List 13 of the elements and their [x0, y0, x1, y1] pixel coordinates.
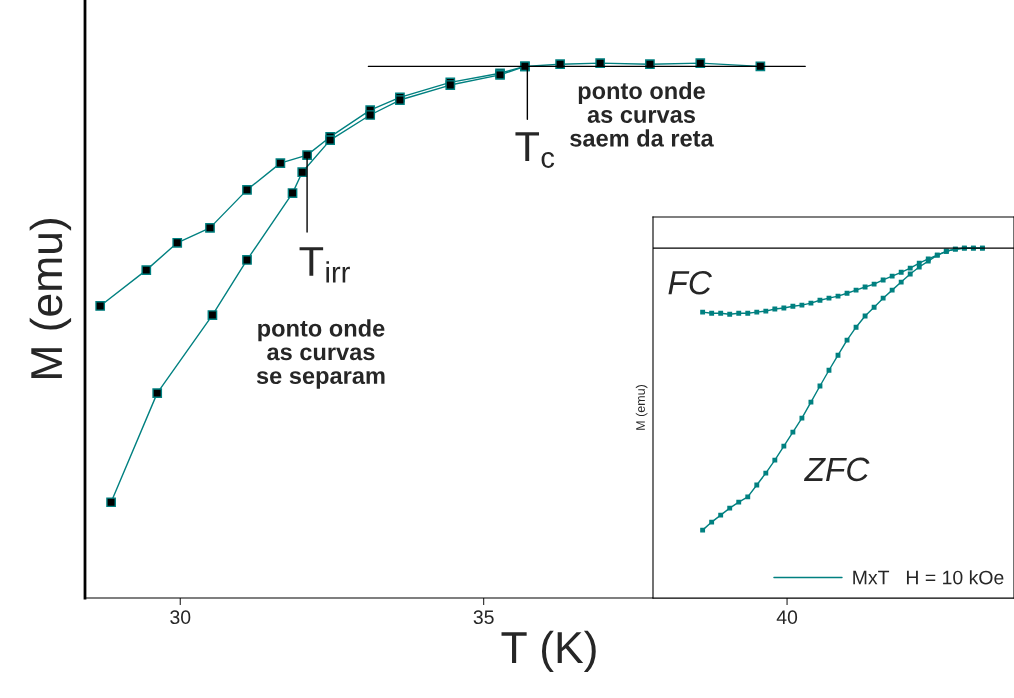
x-tick-label: 40	[776, 610, 798, 625]
x-axis-title: T (K)	[501, 630, 596, 673]
y-axis-title: M (emu)	[635, 385, 648, 430]
annotation: ponto onde as curvas saem da reta	[570, 81, 714, 147]
x-tick-label: 30	[170, 610, 191, 625]
annotation: FC	[668, 270, 713, 295]
annotation: ZFC	[803, 457, 870, 482]
annotation: ponto onde as curvas se separam	[256, 319, 385, 389]
legend-label: MxT H = 10 kOe	[853, 570, 1004, 585]
annotation: T$_{c}$	[515, 132, 555, 168]
y-axis-title: M (emu)	[29, 219, 72, 379]
x-tick-label: 35	[473, 610, 494, 625]
annotation: T$_{irr}$	[299, 247, 350, 283]
